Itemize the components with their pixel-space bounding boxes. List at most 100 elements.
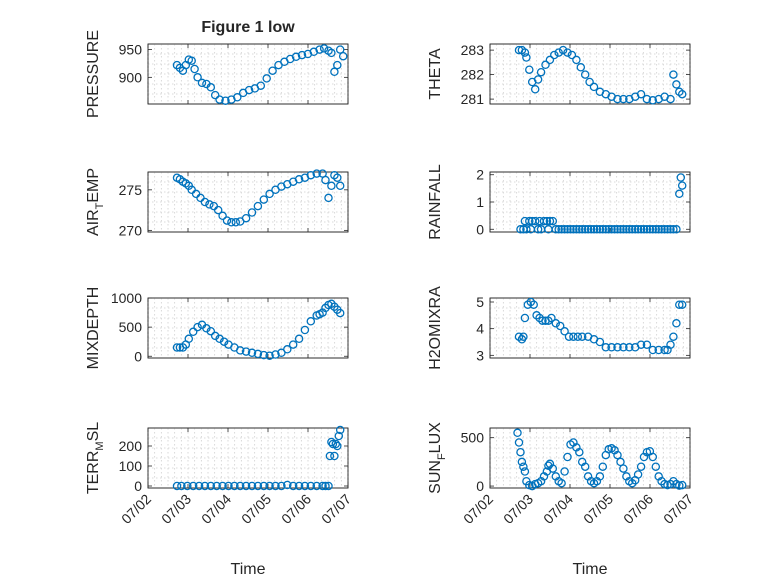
data-point (551, 319, 561, 328)
y-axis-label: H2OMIXRA (427, 286, 444, 370)
data-point (645, 225, 655, 234)
data-point (324, 193, 333, 203)
y-tick-label: 900 (119, 69, 143, 85)
data-point (580, 462, 590, 471)
data-point (241, 481, 251, 491)
data-point (241, 347, 251, 356)
data-point (231, 218, 241, 227)
data-point (648, 225, 658, 234)
y-tick-label: 200 (119, 438, 143, 454)
data-point (557, 478, 566, 488)
data-point (619, 464, 628, 473)
data-point (669, 225, 678, 234)
data-point (539, 216, 549, 226)
data-point (651, 462, 661, 471)
x-tick-label: 07/03 (158, 491, 194, 527)
data-point (183, 481, 192, 491)
x-tick-label: 07/03 (500, 491, 536, 527)
data-point (666, 340, 675, 349)
data-point (253, 481, 263, 491)
x-tick-label: 07/05 (580, 491, 616, 527)
subplot-7: 0 100 200 07/02 07/03 07/04 07/05 07/06 07/07 TER… (85, 422, 354, 578)
data-point (542, 216, 552, 226)
data-point (197, 78, 207, 88)
axes-border (489, 297, 691, 359)
data-point (177, 481, 186, 491)
data-point (607, 343, 616, 352)
data-point (265, 351, 274, 360)
data-point (672, 80, 681, 89)
data-point (519, 332, 528, 341)
y-tick-label: 500 (119, 319, 143, 335)
data-point (294, 175, 304, 184)
axes-border (489, 43, 691, 105)
axes-border (147, 171, 349, 233)
data-point (669, 332, 678, 341)
data-point (545, 55, 555, 65)
data-point (300, 481, 310, 491)
data-point (625, 225, 634, 234)
data-point (550, 50, 559, 60)
y-axis-label: SUNFLUX (427, 422, 448, 494)
data-point (530, 85, 540, 94)
data-point (666, 94, 675, 104)
data-point (622, 225, 631, 234)
data-point (580, 225, 590, 234)
subplot-8: 0 500 07/02 07/03 07/04 07/05 07/06 07/07 SUNFLU… (427, 422, 696, 578)
y-tick-label: 0 (134, 478, 142, 494)
x-tick-label: 07/06 (620, 491, 656, 527)
data-point (224, 481, 233, 491)
data-point (188, 327, 198, 337)
data-point (669, 70, 678, 79)
data-point (619, 94, 628, 104)
data-point (338, 51, 348, 61)
data-point (577, 225, 587, 234)
axes-border (147, 297, 349, 359)
data-point (625, 343, 634, 352)
axes-border (489, 427, 691, 489)
chart-title: Figure 1 low (201, 19, 295, 36)
data-point (205, 200, 214, 209)
data-point (573, 332, 583, 341)
data-point (572, 225, 581, 234)
data-point (522, 225, 531, 234)
data-point (613, 450, 622, 460)
data-point (335, 181, 345, 191)
axes-border (147, 427, 349, 489)
data-point (283, 345, 292, 354)
data-point (619, 343, 628, 352)
data-point (319, 44, 329, 53)
data-point (297, 50, 307, 60)
data-point (327, 181, 336, 191)
data-point (514, 438, 524, 447)
data-point (672, 319, 681, 328)
data-point (530, 216, 540, 226)
data-point (247, 481, 257, 491)
data-point (277, 481, 286, 491)
data-point (218, 481, 227, 491)
data-point (536, 67, 546, 77)
data-point (601, 225, 611, 234)
data-point (187, 56, 196, 65)
data-point (563, 48, 572, 57)
data-point (271, 350, 280, 359)
data-point (666, 225, 675, 234)
data-point (569, 225, 578, 234)
data-point (619, 225, 628, 234)
data-point (616, 225, 625, 234)
data-point (259, 195, 269, 204)
data-point (595, 337, 605, 347)
data-point (522, 53, 531, 62)
data-point (569, 332, 578, 341)
data-point (327, 48, 336, 58)
data-point (636, 340, 646, 349)
data-point (318, 481, 327, 491)
data-point (227, 218, 236, 227)
data-point (335, 425, 345, 435)
data-point (520, 313, 530, 323)
y-tick-label: 3 (476, 347, 484, 363)
data-point (533, 225, 543, 234)
data-point (566, 225, 575, 234)
data-point (525, 65, 534, 74)
data-point (595, 225, 605, 234)
